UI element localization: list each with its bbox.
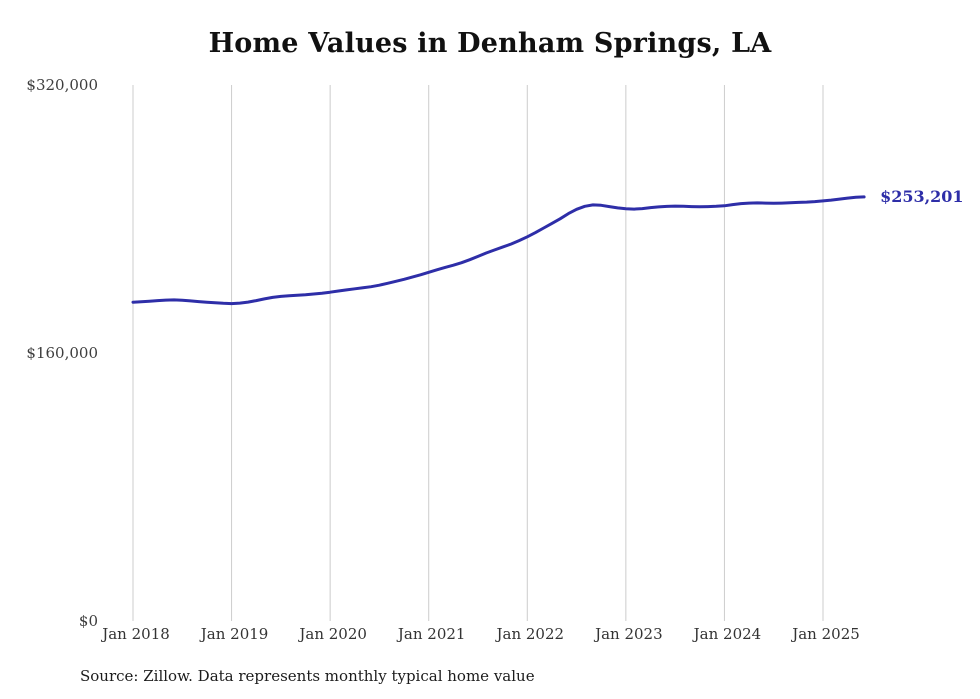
x-tick-label: Jan 2021 [397, 625, 466, 643]
source-note: Source: Zillow. Data represents monthly … [80, 667, 535, 685]
x-tick-label: Jan 2023 [595, 625, 663, 643]
home-value-line [131, 195, 866, 306]
y-tick-label: $160,000 [26, 344, 98, 362]
latest-value-label: $253,201 [880, 186, 964, 206]
x-tick-label: Jan 2018 [102, 625, 170, 643]
x-tick-label: Jan 2025 [792, 625, 860, 643]
x-tick-label: Jan 2024 [693, 625, 762, 643]
y-tick-label: $0 [78, 612, 98, 630]
x-tick-label: Jan 2022 [496, 625, 565, 643]
y-tick-label: $320,000 [26, 76, 98, 94]
chart-title: Home Values in Denham Springs, LA [208, 28, 772, 59]
x-tick-label: Jan 2019 [200, 625, 269, 643]
x-tick-label: Jan 2020 [299, 625, 367, 643]
